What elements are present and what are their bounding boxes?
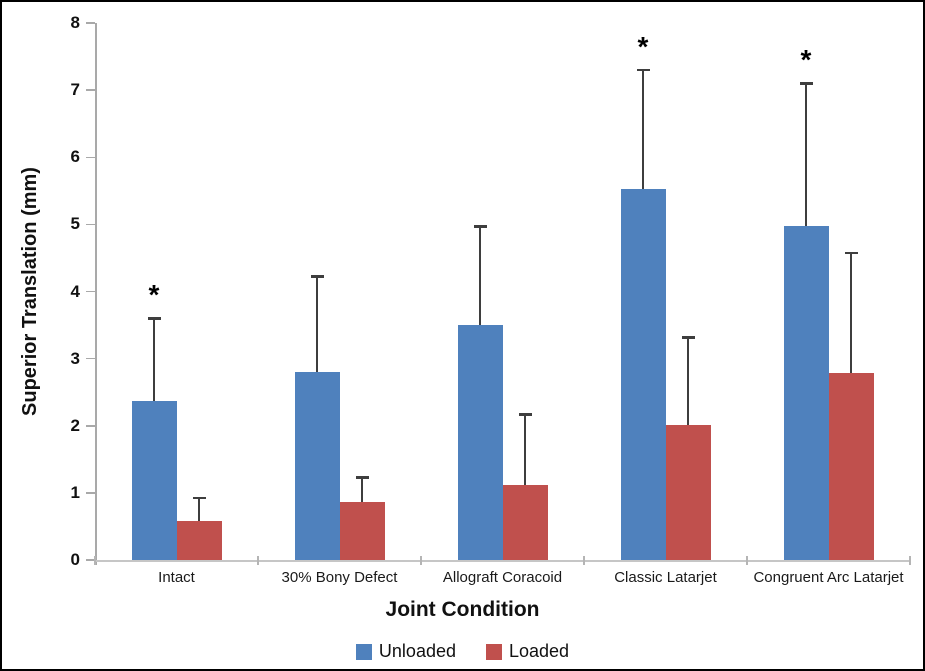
y-axis-tick-label: 7 bbox=[70, 80, 80, 100]
x-axis-category-label-allograft-coracoid: Allograft Coracoid bbox=[442, 569, 563, 586]
y-axis-tick bbox=[86, 22, 95, 24]
error-bar-cap-loaded-classic-latarjet bbox=[681, 336, 695, 339]
error-bar-unloaded-30-bony-defect bbox=[316, 276, 318, 373]
x-axis-tick bbox=[583, 556, 585, 565]
error-bar-loaded-congruent-arc-latarjet bbox=[850, 252, 852, 374]
y-axis-tick-label: 3 bbox=[70, 348, 80, 368]
significance-marker-congruent-arc-latarjet: * bbox=[800, 44, 812, 76]
y-axis-tick-label: 2 bbox=[70, 415, 80, 435]
x-axis-category-label-congruent-arc-latarjet: Congruent Arc Latarjet bbox=[753, 569, 904, 586]
y-axis-tick-label: 8 bbox=[70, 13, 80, 32]
bar-loaded-classic-latarjet bbox=[665, 425, 711, 560]
error-bar-cap-loaded-intact bbox=[192, 496, 206, 500]
y-axis-tick-label: 0 bbox=[70, 550, 80, 569]
y-axis-tick-label: 1 bbox=[70, 482, 80, 502]
legend-item-loaded: Loaded bbox=[485, 641, 570, 662]
bar-loaded-allograft-coracoid bbox=[502, 485, 548, 560]
x-axis-title: Joint Condition bbox=[385, 598, 540, 621]
error-bar-cap-unloaded-30-bony-defect bbox=[310, 275, 324, 278]
significance-marker-classic-latarjet: * bbox=[637, 30, 649, 62]
x-axis-tick bbox=[746, 556, 748, 565]
error-bar-cap-unloaded-congruent-arc-latarjet bbox=[799, 82, 813, 85]
x-axis-category-label-intact: Intact bbox=[158, 569, 195, 586]
error-bar-loaded-30-bony-defect bbox=[361, 477, 363, 503]
y-axis-tick bbox=[86, 223, 95, 226]
legend-swatch-unloaded bbox=[355, 643, 372, 660]
bar-loaded-congruent-arc-latarjet bbox=[828, 373, 874, 560]
bar-unloaded-intact bbox=[131, 400, 177, 560]
error-bar-cap-unloaded-intact bbox=[147, 317, 161, 320]
error-bar-unloaded-classic-latarjet bbox=[642, 69, 644, 189]
y-axis-tick-label: 6 bbox=[70, 147, 80, 167]
bar-loaded-intact bbox=[176, 521, 222, 560]
y-axis-tick bbox=[86, 156, 95, 158]
bar-unloaded-30-bony-defect bbox=[294, 372, 340, 560]
legend-label-unloaded: Unloaded bbox=[378, 641, 456, 661]
x-axis-line bbox=[95, 559, 910, 562]
error-bar-cap-unloaded-allograft-coracoid bbox=[473, 225, 487, 228]
x-axis-category-label-30-bony-defect: 30% Bony Defect bbox=[281, 569, 398, 586]
error-bar-unloaded-allograft-coracoid bbox=[479, 226, 481, 326]
y-axis-tick bbox=[86, 492, 95, 494]
y-axis-tick bbox=[86, 89, 95, 91]
legend-label-loaded: Loaded bbox=[508, 641, 570, 661]
x-axis-tick bbox=[909, 556, 911, 565]
y-axis-tick bbox=[86, 357, 95, 360]
y-axis-tick-label: 5 bbox=[70, 214, 80, 234]
legend: Unloaded Loaded bbox=[2, 641, 923, 662]
error-bar-unloaded-intact bbox=[153, 318, 155, 401]
error-bar-loaded-allograft-coracoid bbox=[524, 414, 526, 486]
y-axis-tick bbox=[86, 425, 95, 427]
significance-marker-intact: * bbox=[148, 279, 160, 311]
error-bar-loaded-intact bbox=[198, 497, 200, 522]
bar-loaded-30-bony-defect bbox=[339, 502, 385, 560]
error-bar-cap-unloaded-classic-latarjet bbox=[636, 68, 650, 72]
y-axis-title: Superior Translation (mm) bbox=[18, 167, 41, 416]
x-axis-tick bbox=[257, 556, 259, 565]
error-bar-cap-loaded-allograft-coracoid bbox=[518, 413, 532, 416]
error-bar-unloaded-congruent-arc-latarjet bbox=[805, 83, 807, 226]
error-bar-cap-loaded-30-bony-defect bbox=[355, 476, 369, 479]
bar-unloaded-classic-latarjet bbox=[620, 188, 666, 560]
x-axis-tick bbox=[94, 556, 96, 565]
y-axis-tick-label: 4 bbox=[70, 281, 80, 301]
x-axis-tick bbox=[420, 556, 422, 565]
x-axis-category-label-classic-latarjet: Classic Latarjet bbox=[614, 569, 717, 586]
y-axis-tick bbox=[86, 559, 95, 561]
bar-unloaded-congruent-arc-latarjet bbox=[783, 225, 829, 560]
y-axis-line bbox=[95, 23, 97, 565]
y-axis-tick bbox=[86, 290, 95, 293]
error-bar-loaded-classic-latarjet bbox=[687, 337, 689, 426]
error-bar-cap-loaded-congruent-arc-latarjet bbox=[844, 251, 858, 255]
legend-swatch-loaded bbox=[485, 643, 502, 660]
legend-item-unloaded: Unloaded bbox=[355, 641, 456, 662]
bar-unloaded-allograft-coracoid bbox=[457, 325, 503, 560]
